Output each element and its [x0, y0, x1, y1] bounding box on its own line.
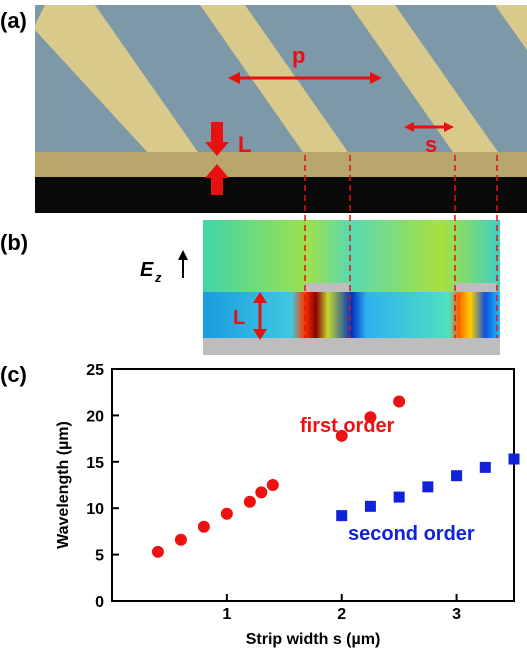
point	[451, 470, 462, 481]
point	[152, 546, 164, 558]
y-tick-label: 15	[86, 455, 104, 472]
x-axis-label: Strip width s (µm)	[246, 631, 381, 648]
point	[365, 501, 376, 512]
point	[255, 486, 267, 498]
label-p: p	[292, 43, 305, 68]
point	[336, 510, 347, 521]
y-tick-label: 0	[95, 594, 104, 611]
plot-frame	[112, 369, 514, 601]
cross-section	[35, 152, 527, 177]
figure: (a) p s L (b) E z L (c) Strip width s (µ…	[0, 0, 527, 649]
y-tick-label: 10	[86, 501, 104, 518]
substrate	[203, 338, 500, 355]
y-tick-label: 5	[95, 548, 104, 565]
y-tick-label: 25	[86, 362, 104, 379]
strip	[455, 283, 497, 292]
label-l: L	[233, 307, 245, 329]
point	[480, 462, 491, 473]
point	[336, 430, 348, 442]
field-label: E	[140, 259, 154, 281]
x-tick-label: 2	[337, 606, 346, 623]
arrowhead	[178, 250, 188, 260]
point	[394, 492, 405, 503]
panel-label: (c)	[0, 362, 27, 387]
label-l: L	[238, 132, 251, 157]
point	[422, 481, 433, 492]
point	[364, 411, 376, 423]
point	[198, 521, 210, 533]
point	[267, 479, 279, 491]
y-tick-label: 20	[86, 408, 104, 425]
panel-label: (a)	[0, 8, 27, 33]
point	[393, 395, 405, 407]
point	[175, 534, 187, 546]
x-tick-label: 3	[452, 606, 461, 623]
strip	[305, 283, 350, 292]
annotation: first order	[300, 415, 395, 437]
panel-a: (a) p s L	[0, 5, 527, 213]
point	[221, 508, 233, 520]
panel-label: (b)	[0, 230, 28, 255]
label-s: s	[425, 132, 437, 157]
y-axis-label: Wavelength (µm)	[55, 421, 72, 549]
annotation: second order	[348, 523, 475, 545]
panel-b: (b) E z L	[0, 220, 500, 355]
point	[244, 496, 256, 508]
x-tick-label: 1	[222, 606, 231, 623]
point	[509, 454, 520, 465]
background	[35, 177, 527, 213]
field-subscript: z	[154, 270, 162, 285]
